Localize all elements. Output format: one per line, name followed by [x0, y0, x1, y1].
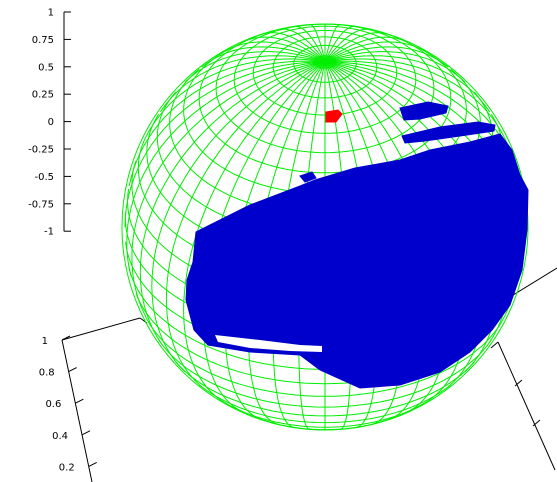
parallel [314, 55, 336, 69]
y-tick-label: 0.8 [39, 368, 55, 379]
meridian [294, 25, 326, 63]
sphere-outline [121, 23, 529, 431]
box-tick [514, 379, 523, 387]
points-strip [299, 171, 317, 183]
red-pole-patch [325, 109, 343, 123]
meridian [324, 41, 426, 63]
meridian [131, 61, 326, 315]
y-tick-label: 0.6 [45, 399, 61, 410]
box-edge [61, 317, 141, 341]
points-gap [215, 335, 322, 352]
parallel [175, 361, 475, 417]
z-tick-label: 1 [48, 8, 54, 19]
parallel [215, 23, 435, 154]
y-tick [81, 430, 91, 436]
meridian [201, 46, 326, 68]
z-axis: 1 0.75 0.5 0.25 0 -0.25 -0.5 -0.75 -1 [28, 8, 71, 238]
meridian [324, 25, 356, 63]
meridian [309, 24, 326, 62]
meridian [139, 61, 326, 343]
y-axis: 1 0.8 0.6 0.4 0.2 [39, 335, 97, 482]
z-tick-label: 0.75 [32, 35, 54, 46]
z-tick-label: 0.5 [38, 62, 54, 73]
z-tick-label: -1 [44, 227, 54, 238]
y-tick-label: 0.4 [52, 431, 68, 442]
parallel [224, 402, 426, 428]
y-tick [88, 461, 97, 467]
blue-point-cloud [185, 101, 529, 389]
parallel [233, 25, 417, 134]
meridian [183, 61, 326, 404]
y-tick-label: 0.2 [59, 462, 75, 473]
meridian [224, 41, 326, 63]
box-tick [532, 419, 541, 427]
parallel [450, 68, 481, 124]
z-tick-label: -0.75 [28, 199, 54, 210]
parallel [198, 384, 452, 424]
meridian [324, 55, 491, 113]
y-tick [75, 398, 84, 404]
z-tick-label: 0 [48, 117, 54, 128]
parallel [198, 30, 452, 174]
parallel [272, 36, 378, 99]
meridian [159, 55, 326, 113]
y-tick [68, 367, 77, 373]
meridian [128, 60, 326, 187]
box-edge [497, 341, 556, 471]
y-tick-label: 1 [42, 336, 48, 347]
parallel [419, 47, 467, 111]
box-tick [490, 341, 499, 349]
parallel [293, 44, 357, 83]
meridian [165, 61, 326, 388]
z-tick-label: 0.25 [32, 90, 54, 101]
meridian [324, 28, 371, 63]
parallel [144, 314, 506, 397]
parallel [158, 339, 492, 408]
meridian [324, 24, 341, 62]
meridian [324, 46, 449, 68]
points-strip [399, 101, 449, 121]
points-main-region [185, 133, 529, 389]
z-tick-label: -0.25 [28, 145, 54, 156]
red-patch [325, 109, 343, 123]
z-tick-label: -0.5 [34, 172, 54, 183]
meridian [279, 28, 326, 63]
y-axis-line [61, 339, 93, 482]
meridian [144, 58, 326, 140]
parallel [252, 30, 398, 116]
points-strip [401, 121, 496, 144]
